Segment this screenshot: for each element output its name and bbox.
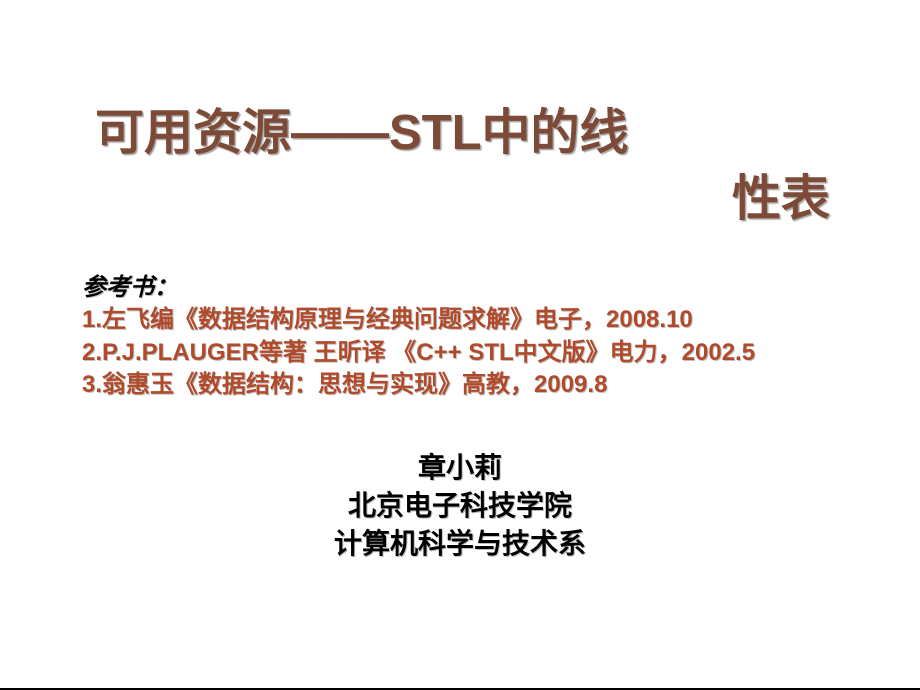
author-dept: 计算机科学与技术系 — [0, 526, 920, 564]
author-block: 章小莉 北京电子科技学院 计算机科学与技术系 — [0, 450, 920, 563]
title-line-2: 性表 — [95, 166, 830, 232]
references-block: 参考书： 1.左飞编《数据结构原理与经典问题求解》电子，2008.10 2.P.… — [82, 272, 880, 402]
slide-title: 可用资源——STL中的线 性表 — [95, 100, 830, 232]
reference-item: 1.左飞编《数据结构原理与经典问题求解》电子，2008.10 — [82, 304, 880, 336]
author-name: 章小莉 — [0, 450, 920, 488]
reference-item: 2.P.J.PLAUGER等著 王昕译 《C++ STL中文版》电力，2002.… — [82, 337, 880, 369]
reference-item: 3.翁惠玉《数据结构：思想与实现》高教，2009.8 — [82, 369, 880, 401]
references-label: 参考书： — [82, 272, 880, 304]
title-line-1: 可用资源——STL中的线 — [95, 100, 830, 166]
author-org: 北京电子科技学院 — [0, 488, 920, 526]
slide: 可用资源——STL中的线 性表 参考书： 1.左飞编《数据结构原理与经典问题求解… — [0, 0, 920, 690]
